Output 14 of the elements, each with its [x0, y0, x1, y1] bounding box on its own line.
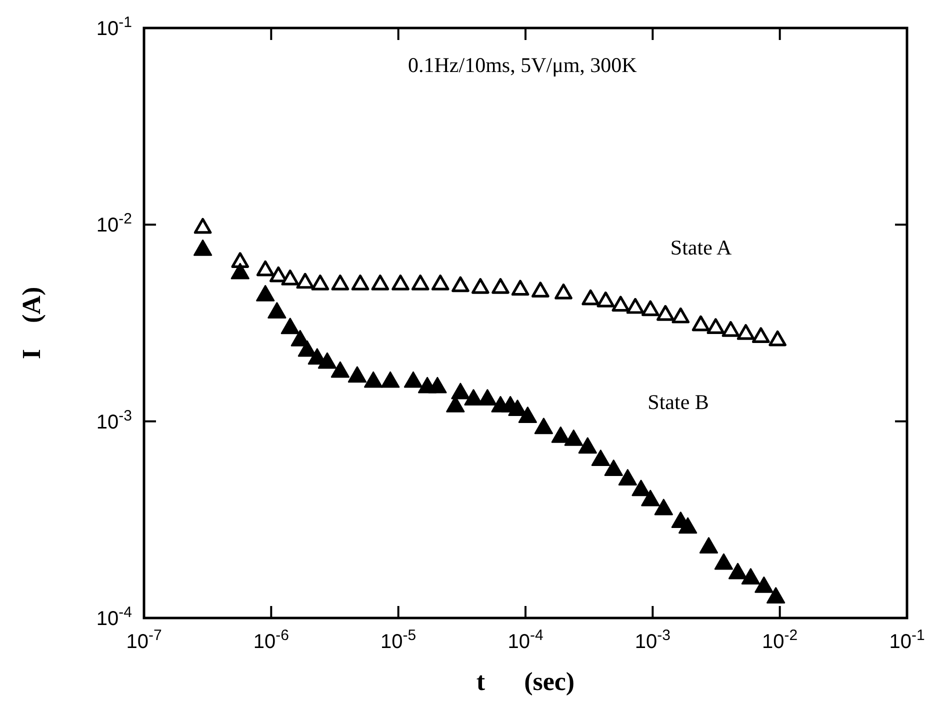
- text: State A: [670, 236, 732, 260]
- annotation: 0.1Hz/10ms, 5V/μm, 300K: [408, 53, 637, 77]
- x-tick-label: 10$^{-6}$: [253, 626, 289, 653]
- y-tick-label: 10$^{-3}$: [96, 406, 132, 434]
- x-tick-label: 10$^{-4}$: [508, 626, 544, 653]
- y-tick-label: 10$^{-1}$: [96, 14, 132, 40]
- x-tick-label: 10$^{-2}$: [762, 626, 798, 653]
- x-tick-label: 10$^{-1}$: [889, 626, 925, 653]
- x-tick-label: 10$^{-5}$: [380, 626, 416, 653]
- text: State B: [648, 390, 709, 414]
- y-tick-label: 10$^{-2}$: [96, 210, 132, 237]
- x-tick-label: 10$^{-3}$: [634, 626, 670, 653]
- x-axis-title: t (sec): [476, 667, 575, 696]
- y-axis-title: I (A): [17, 286, 46, 360]
